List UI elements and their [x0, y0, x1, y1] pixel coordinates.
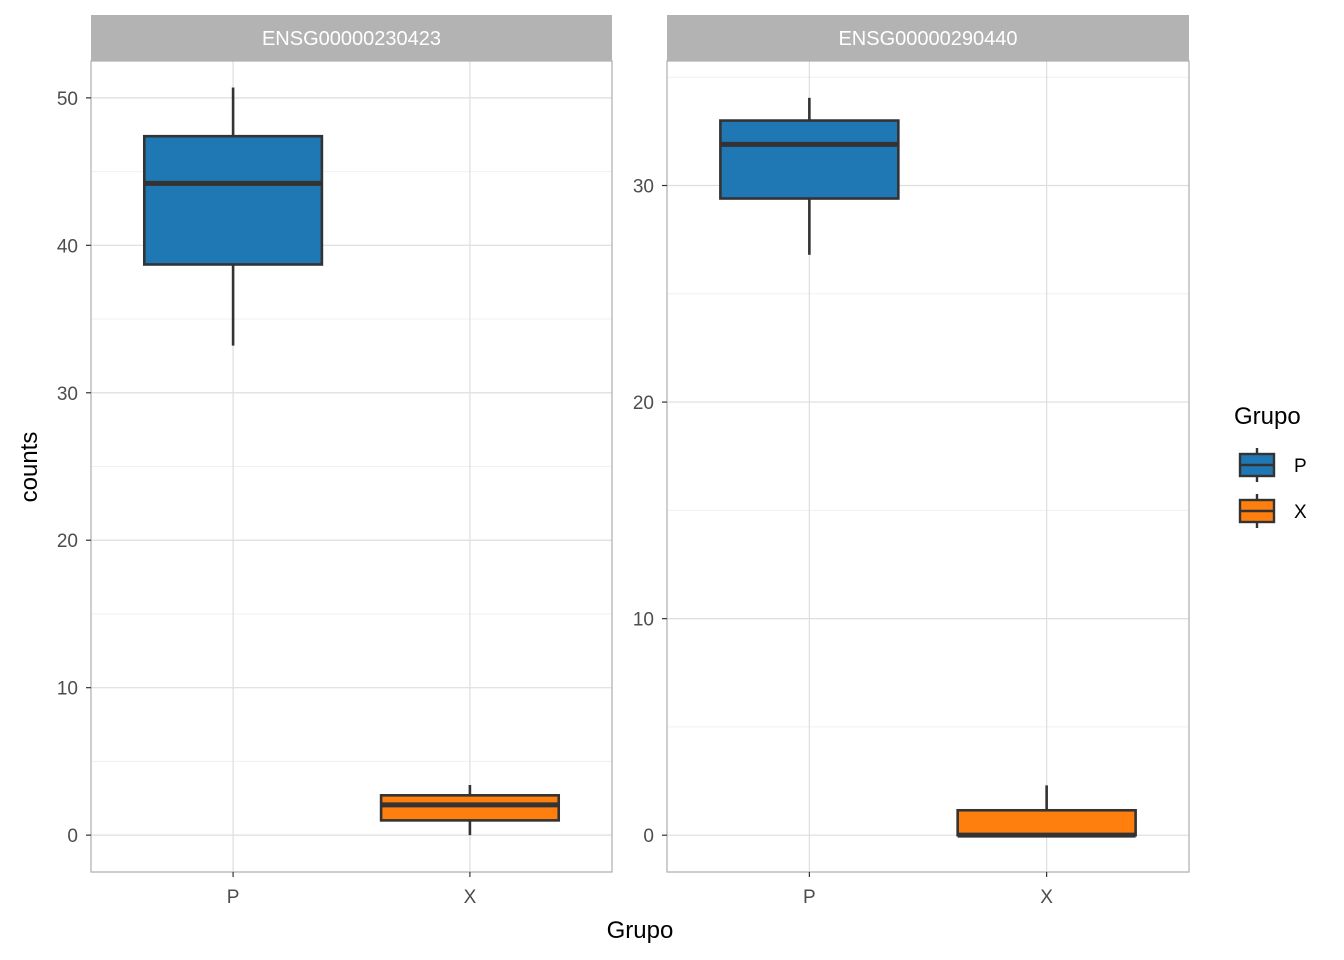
box-p [719, 97, 900, 255]
y-tick-label: 50 [57, 89, 78, 110]
y-tick-label: 30 [633, 177, 654, 198]
box-iqr [142, 134, 324, 266]
legend-label: P [1294, 456, 1307, 477]
box-x [956, 785, 1137, 838]
y-tick-label: 10 [57, 679, 78, 700]
facet-strip-label: ENSG00000230423 [262, 28, 441, 50]
legend-label: X [1294, 502, 1307, 523]
y-tick-label: 0 [67, 826, 78, 847]
y-axis-title: counts [16, 432, 43, 503]
y-tick-label: 10 [633, 610, 654, 631]
y-tick-label: 20 [57, 531, 78, 552]
box-x [379, 785, 561, 836]
facet-strip [667, 15, 1189, 61]
x-tick-label: X [464, 887, 477, 908]
facet-panel-2: ENSG00000290440 0 10 20 30 P X [633, 15, 1190, 908]
box-p [142, 87, 324, 346]
legend: Grupo P X [1234, 403, 1307, 528]
y-tick-label: 20 [633, 393, 654, 414]
box-iqr [956, 808, 1137, 837]
x-tick-label: P [803, 887, 816, 908]
box-iqr [379, 794, 561, 822]
legend-key-x: X [1238, 494, 1307, 528]
x-axis-title: Grupo [607, 917, 674, 944]
legend-title: Grupo [1234, 403, 1301, 430]
y-tick-label: 40 [57, 236, 78, 257]
facet-strip [91, 15, 612, 61]
facet-strip-label: ENSG00000290440 [838, 28, 1017, 50]
box-iqr [719, 119, 900, 200]
y-tick-label: 30 [57, 384, 78, 405]
facet-panel-1: ENSG00000230423 0 10 20 30 40 50 P X [57, 15, 613, 908]
x-tick-label: X [1040, 887, 1053, 908]
legend-key-p: P [1238, 448, 1307, 482]
x-tick-label: P [227, 887, 240, 908]
y-tick-label: 0 [643, 826, 654, 847]
